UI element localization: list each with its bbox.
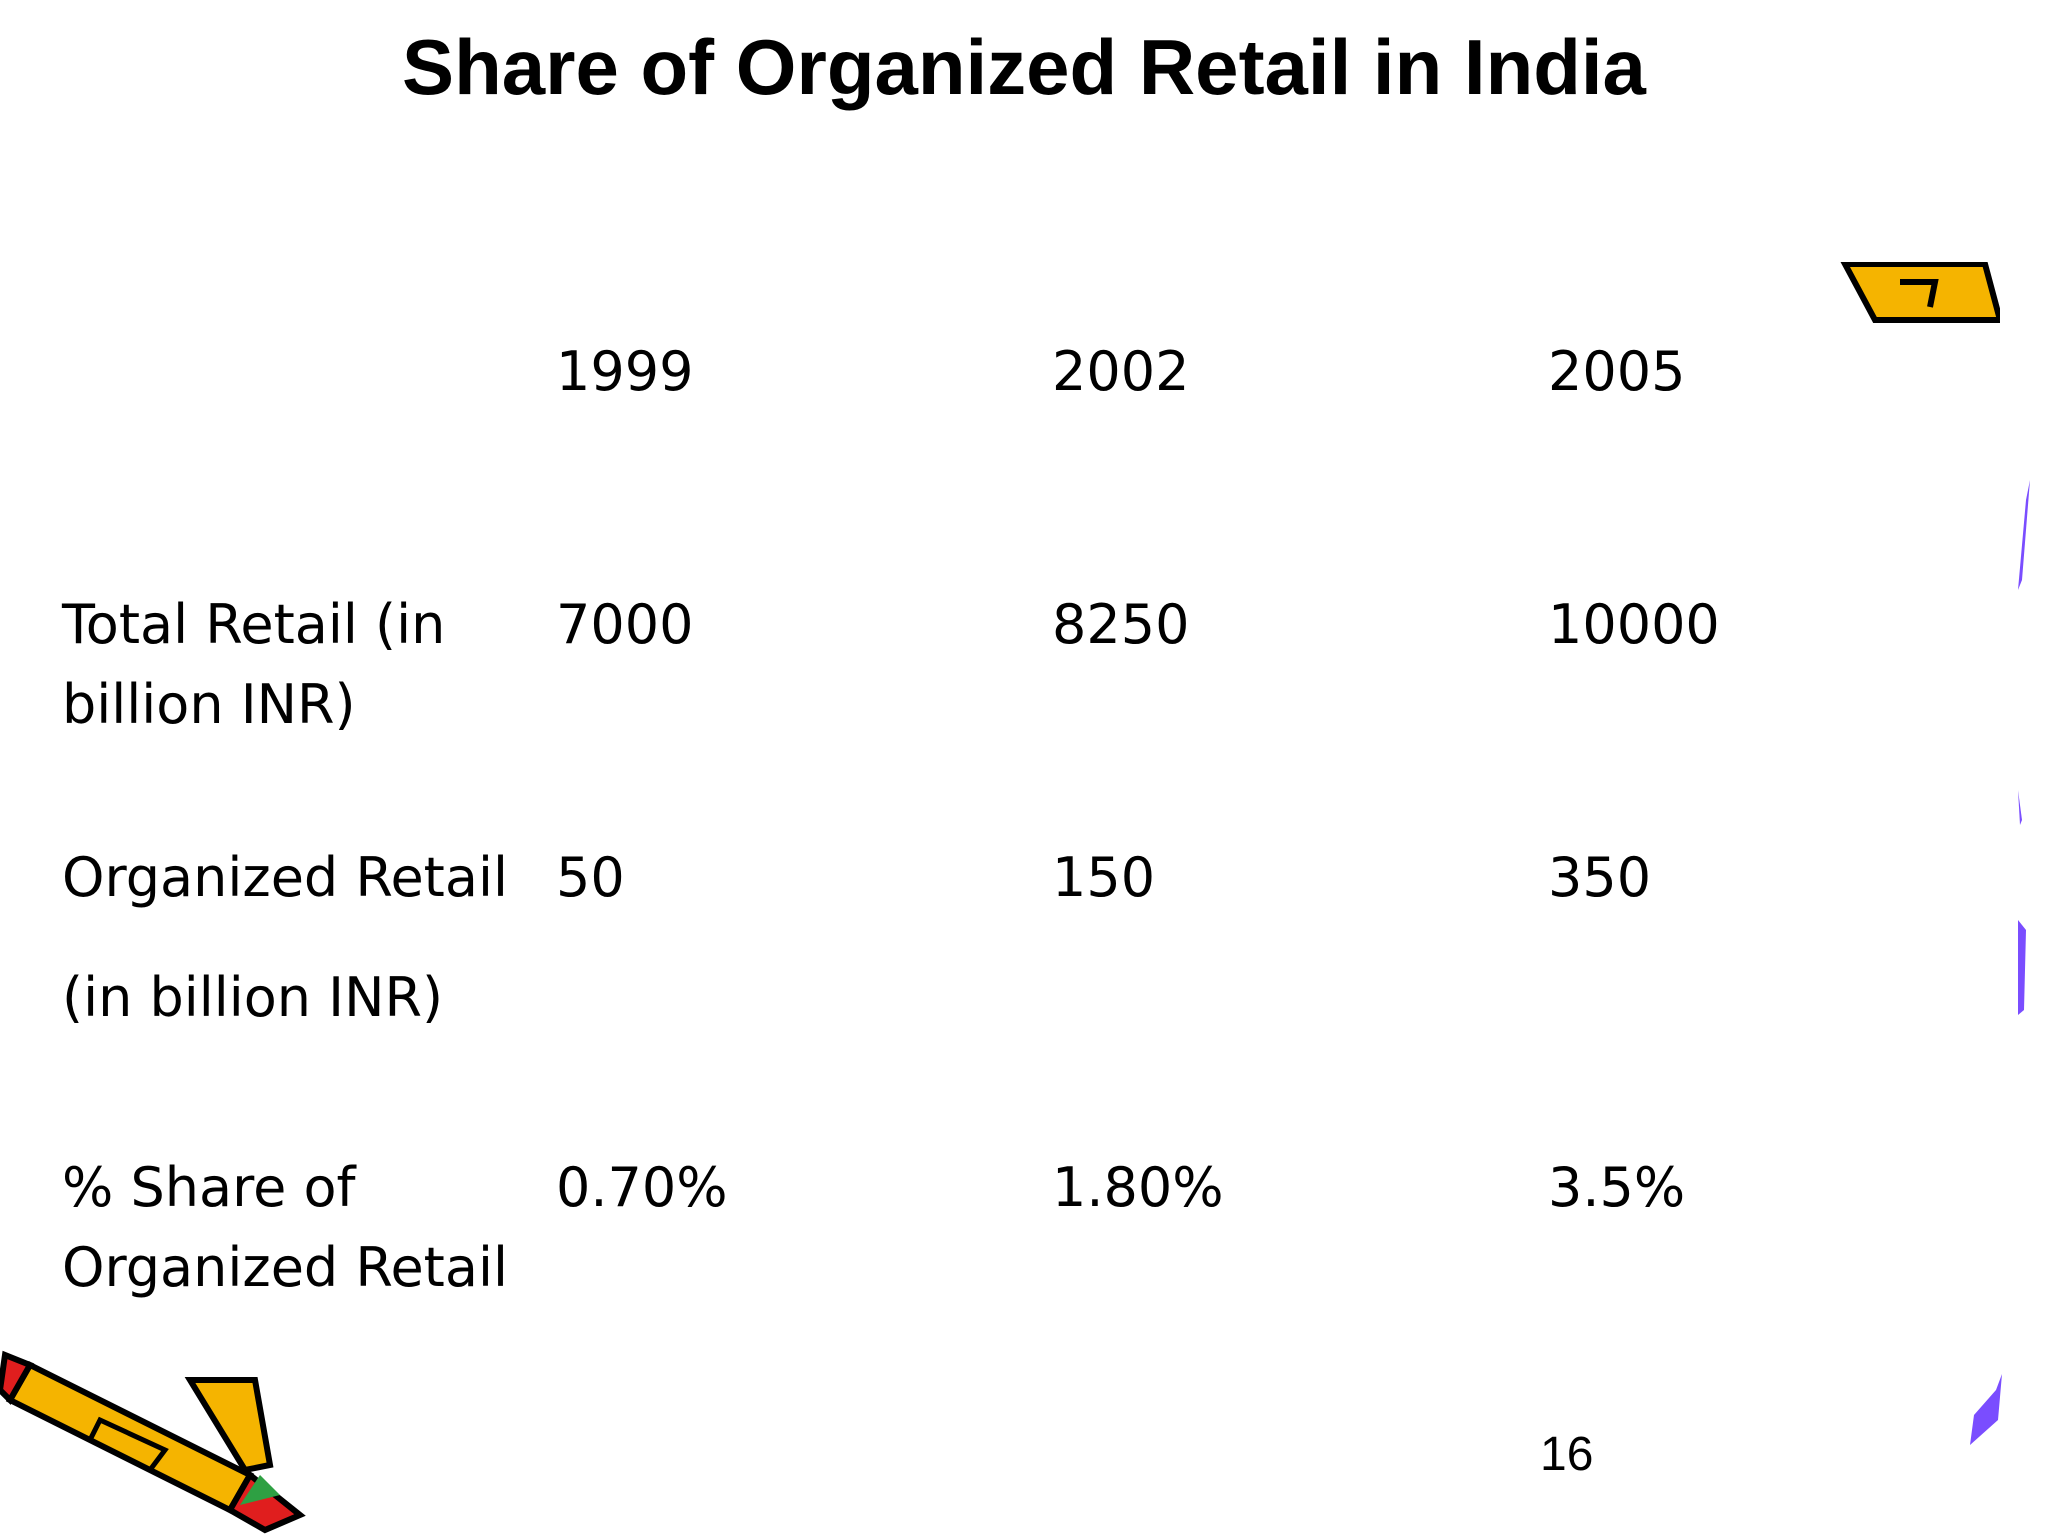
year-header-1999: 1999 — [556, 340, 694, 403]
accent-mark — [2018, 790, 2022, 825]
page-number: 16 — [1540, 1428, 1594, 1481]
cell-organized-retail-2005: 350 — [1548, 846, 1652, 909]
row-label-line: (in billion INR) — [62, 966, 444, 1029]
cell-percent-share-2005: 3.5% — [1548, 1156, 1686, 1219]
accent-mark — [2018, 480, 2030, 590]
row-label-line: Total Retail (in — [62, 593, 446, 656]
pencil-tip — [0, 1350, 35, 1405]
right-edge-accent-icon — [1970, 480, 2030, 1445]
row-label-line: billion INR) — [62, 673, 356, 736]
cell-organized-retail-1999: 50 — [556, 846, 625, 909]
pencil-end — [225, 1470, 306, 1534]
pencil-clipart-icon — [0, 1350, 306, 1534]
pencil-stripe — [86, 1416, 169, 1474]
cell-total-retail-2005: 10000 — [1548, 593, 1720, 656]
pencil-clip — [184, 1377, 274, 1474]
pencil-leaf — [240, 1475, 280, 1505]
accent-mark — [2018, 920, 2026, 1015]
cell-percent-share-1999: 0.70% — [556, 1156, 728, 1219]
cell-total-retail-2002: 8250 — [1052, 593, 1190, 656]
cell-organized-retail-2002: 150 — [1052, 846, 1156, 909]
row-label-percent-share: % Share of Organized Retail — [62, 1148, 542, 1308]
slide-title: Share of Organized Retail in India — [402, 23, 1646, 111]
cell-percent-share-2002: 1.80% — [1052, 1156, 1224, 1219]
row-label-line: Organized Retail — [62, 1236, 508, 1299]
cell-total-retail-1999: 7000 — [556, 593, 694, 656]
year-header-2002: 2002 — [1052, 340, 1190, 403]
year-header-2005: 2005 — [1548, 340, 1686, 403]
clip-fragment-icon — [1840, 262, 2000, 323]
row-label-total-retail: Total Retail (in billion INR) — [62, 585, 542, 745]
row-label-organized-retail: Organized Retail (in billion INR) — [62, 838, 542, 1038]
row-label-line: % Share of — [62, 1156, 356, 1219]
clip-fragment-shape — [1840, 262, 2000, 323]
accent-mark — [1970, 1374, 2002, 1445]
row-label-line: Organized Retail — [62, 846, 508, 909]
clip-fragment-line — [1900, 279, 1939, 308]
